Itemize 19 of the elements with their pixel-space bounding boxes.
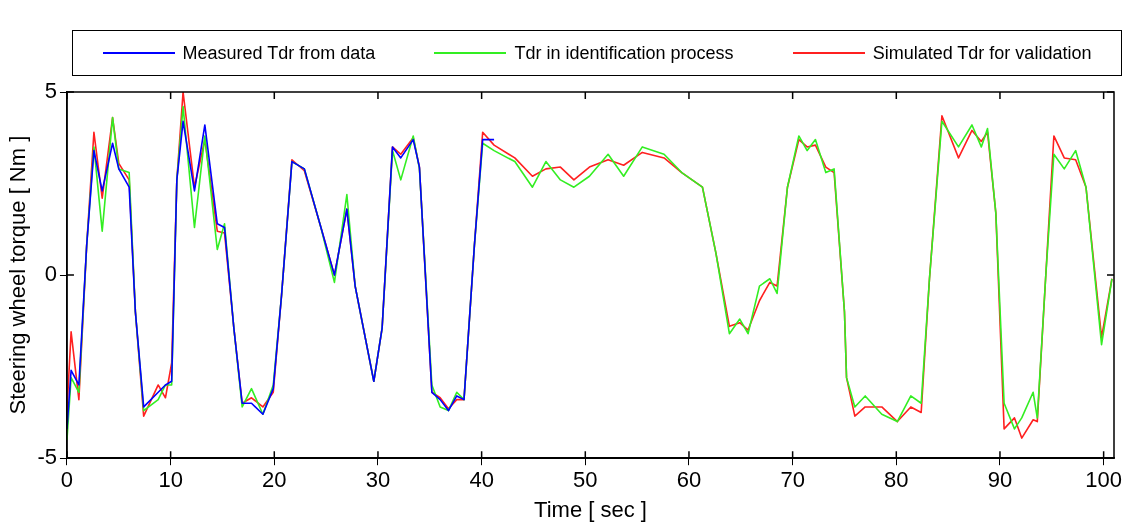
x-axis-title: Time [ sec ] <box>534 496 647 522</box>
x-tick-label: 80 <box>884 467 909 493</box>
x-tick-label: 50 <box>573 467 598 493</box>
y-tick-label: 0 <box>44 261 57 287</box>
y-tick-label: -5 <box>37 444 57 470</box>
x-tick-label: 20 <box>262 467 287 493</box>
x-tick-label: 60 <box>676 467 702 493</box>
y-axis-title: Steering wheel torque [ Nm ] <box>5 135 31 415</box>
legend-label: Simulated Tdr for validation <box>872 42 1092 64</box>
x-tick-label: 90 <box>987 467 1013 493</box>
legend-label: Measured Tdr from data <box>182 42 376 64</box>
x-tick-label: 70 <box>780 467 805 493</box>
y-tick-label: 5 <box>44 78 57 104</box>
x-tick-label: 0 <box>60 467 74 493</box>
x-tick-label: 100 <box>1085 467 1122 493</box>
x-tick-label: 40 <box>469 467 494 493</box>
x-tick-label: 10 <box>158 467 183 493</box>
legend-label: Tdr in identification process <box>514 42 734 64</box>
x-tick-label: 30 <box>365 467 391 493</box>
